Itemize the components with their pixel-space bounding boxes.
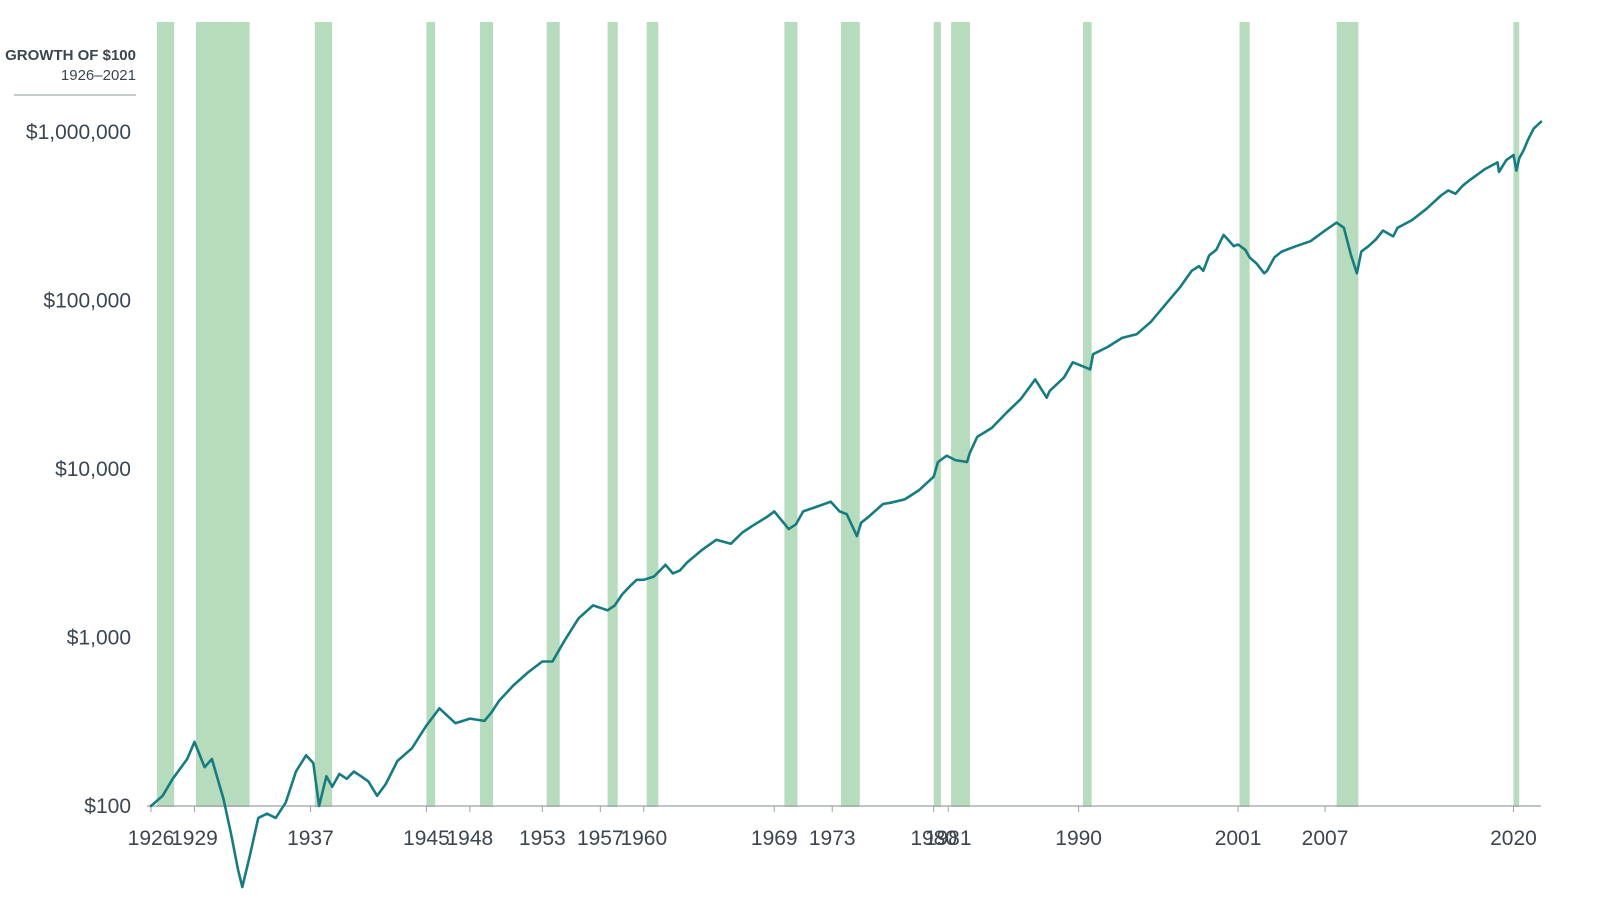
shaded-period-7 xyxy=(646,22,659,807)
shaded-period-15 xyxy=(1513,22,1520,807)
shaded-period-9 xyxy=(840,22,860,807)
y-tick-label-0: $100 xyxy=(84,795,131,818)
shaded-period-12 xyxy=(1082,22,1092,807)
x-tick-label-9: 1973 xyxy=(809,827,856,850)
chart-subtitle: 1926–2021 xyxy=(61,67,136,84)
shaded-period-14 xyxy=(1336,22,1359,807)
x-tick-label-3: 1945 xyxy=(403,827,450,850)
shaded-period-4 xyxy=(480,22,494,807)
x-tick-label-6: 1957 xyxy=(577,827,624,850)
x-tick-label-0: 1926 xyxy=(128,827,175,850)
x-tick-label-5: 1953 xyxy=(519,827,566,850)
shaded-period-13 xyxy=(1239,22,1250,807)
y-tick-label-1: $1,000 xyxy=(67,627,131,650)
series-line-0 xyxy=(149,120,1543,889)
chart-title-block: GROWTH OF $100 1926–2021 xyxy=(5,47,136,96)
shaded-period-5 xyxy=(546,22,560,807)
x-tick-label-10: 1980 xyxy=(910,827,957,850)
shaded-period-11 xyxy=(951,22,970,807)
shaded-period-0 xyxy=(156,22,175,807)
x-tick-label-15: 2020 xyxy=(1490,827,1537,850)
recession-shading xyxy=(156,22,1520,807)
shaded-period-6 xyxy=(607,22,618,807)
shaded-period-3 xyxy=(426,22,436,807)
x-tick-label-11: 1981 xyxy=(925,827,972,850)
y-tick-label-2: $10,000 xyxy=(55,458,131,481)
x-tick-label-14: 2007 xyxy=(1302,827,1349,850)
x-tick-label-1: 1929 xyxy=(171,827,218,850)
x-axis-ticks xyxy=(150,806,1514,812)
y-tick-label-4: $1,000,000 xyxy=(26,121,131,144)
shaded-period-10 xyxy=(933,22,941,807)
y-tick-label-3: $100,000 xyxy=(43,290,131,313)
x-tick-label-2: 1937 xyxy=(287,827,334,850)
shaded-period-1 xyxy=(195,22,250,807)
x-tick-label-13: 2001 xyxy=(1215,827,1262,850)
shaded-period-8 xyxy=(784,22,798,807)
x-tick-label-8: 1969 xyxy=(751,827,798,850)
x-tick-label-7: 1960 xyxy=(620,827,667,850)
chart-title: GROWTH OF $100 xyxy=(5,47,136,64)
y-axis-labels: $100 $1,000 $10,000 $100,000 $1,000,000 xyxy=(26,121,131,818)
series-line-group xyxy=(149,120,1543,889)
x-tick-label-12: 1990 xyxy=(1055,827,1102,850)
shaded-period-2 xyxy=(314,22,333,807)
x-tick-label-4: 1948 xyxy=(447,827,494,850)
